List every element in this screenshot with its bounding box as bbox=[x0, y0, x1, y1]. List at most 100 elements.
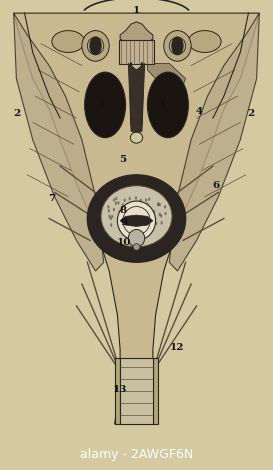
Text: 5: 5 bbox=[119, 155, 126, 164]
Circle shape bbox=[140, 210, 143, 213]
Text: 3: 3 bbox=[158, 101, 165, 110]
Text: 13: 13 bbox=[113, 384, 127, 393]
Circle shape bbox=[172, 37, 183, 55]
Circle shape bbox=[139, 216, 141, 219]
Circle shape bbox=[147, 72, 188, 138]
Circle shape bbox=[133, 213, 135, 217]
Circle shape bbox=[155, 201, 157, 204]
Polygon shape bbox=[120, 22, 153, 46]
Circle shape bbox=[106, 215, 108, 219]
Circle shape bbox=[143, 216, 145, 219]
Circle shape bbox=[119, 218, 121, 221]
Polygon shape bbox=[147, 63, 186, 92]
Text: 6: 6 bbox=[212, 181, 219, 190]
Ellipse shape bbox=[52, 31, 85, 53]
Circle shape bbox=[123, 211, 125, 214]
Text: alamy - 2AWGF6N: alamy - 2AWGF6N bbox=[80, 448, 193, 461]
Circle shape bbox=[135, 207, 138, 211]
Circle shape bbox=[152, 199, 154, 202]
Circle shape bbox=[133, 211, 135, 215]
Polygon shape bbox=[169, 13, 259, 271]
Circle shape bbox=[157, 221, 159, 224]
Circle shape bbox=[117, 203, 119, 207]
Circle shape bbox=[156, 212, 158, 216]
Circle shape bbox=[118, 212, 120, 216]
Text: 8: 8 bbox=[119, 206, 126, 215]
Text: 2: 2 bbox=[248, 109, 255, 118]
Text: 4: 4 bbox=[196, 107, 203, 116]
Circle shape bbox=[130, 199, 132, 203]
Ellipse shape bbox=[133, 243, 140, 250]
Circle shape bbox=[120, 209, 122, 213]
Circle shape bbox=[129, 220, 132, 224]
Text: 7: 7 bbox=[48, 195, 55, 204]
Ellipse shape bbox=[87, 175, 186, 262]
Circle shape bbox=[143, 207, 146, 211]
Bar bbox=[119, 40, 154, 64]
Circle shape bbox=[139, 221, 141, 225]
Circle shape bbox=[141, 201, 144, 205]
Circle shape bbox=[154, 213, 156, 217]
Circle shape bbox=[120, 211, 122, 214]
Text: 9: 9 bbox=[121, 218, 128, 227]
Ellipse shape bbox=[130, 132, 143, 143]
Polygon shape bbox=[115, 359, 120, 424]
Ellipse shape bbox=[101, 186, 172, 247]
Circle shape bbox=[131, 202, 133, 205]
Ellipse shape bbox=[82, 31, 109, 61]
Circle shape bbox=[144, 209, 146, 213]
Circle shape bbox=[106, 202, 108, 205]
Circle shape bbox=[125, 208, 127, 212]
Circle shape bbox=[143, 203, 145, 206]
Polygon shape bbox=[128, 63, 145, 133]
Circle shape bbox=[152, 215, 154, 219]
Polygon shape bbox=[153, 359, 158, 424]
Circle shape bbox=[143, 215, 146, 219]
Circle shape bbox=[160, 197, 162, 201]
Circle shape bbox=[115, 206, 117, 209]
Circle shape bbox=[136, 214, 138, 218]
Circle shape bbox=[133, 205, 135, 208]
Circle shape bbox=[165, 205, 167, 208]
Polygon shape bbox=[14, 13, 104, 271]
Circle shape bbox=[147, 211, 150, 214]
Circle shape bbox=[129, 196, 131, 199]
Circle shape bbox=[121, 200, 123, 204]
Text: 1: 1 bbox=[133, 7, 140, 16]
Polygon shape bbox=[14, 13, 259, 424]
Circle shape bbox=[144, 219, 146, 223]
Circle shape bbox=[144, 210, 146, 214]
Polygon shape bbox=[120, 215, 153, 227]
Text: 10: 10 bbox=[117, 238, 132, 247]
Circle shape bbox=[161, 203, 163, 207]
Circle shape bbox=[149, 202, 152, 205]
Circle shape bbox=[85, 72, 126, 138]
Circle shape bbox=[153, 204, 155, 208]
Circle shape bbox=[150, 203, 153, 206]
Circle shape bbox=[111, 210, 113, 213]
Circle shape bbox=[127, 219, 129, 222]
Text: 12: 12 bbox=[170, 343, 185, 352]
Circle shape bbox=[113, 201, 115, 204]
Text: 3: 3 bbox=[97, 101, 105, 110]
Circle shape bbox=[166, 201, 168, 205]
Circle shape bbox=[90, 37, 101, 55]
Circle shape bbox=[162, 219, 164, 223]
Ellipse shape bbox=[128, 229, 145, 247]
Circle shape bbox=[150, 207, 152, 211]
Circle shape bbox=[134, 212, 136, 215]
Circle shape bbox=[123, 210, 125, 213]
Circle shape bbox=[111, 214, 113, 218]
Polygon shape bbox=[120, 359, 153, 424]
Circle shape bbox=[114, 203, 116, 207]
Text: 2: 2 bbox=[13, 109, 20, 118]
Circle shape bbox=[135, 205, 137, 209]
Circle shape bbox=[137, 217, 140, 220]
Circle shape bbox=[124, 198, 126, 201]
Circle shape bbox=[158, 216, 160, 220]
Circle shape bbox=[131, 221, 133, 225]
Circle shape bbox=[157, 218, 159, 221]
Circle shape bbox=[156, 206, 158, 210]
Ellipse shape bbox=[117, 201, 156, 240]
Ellipse shape bbox=[188, 31, 221, 53]
